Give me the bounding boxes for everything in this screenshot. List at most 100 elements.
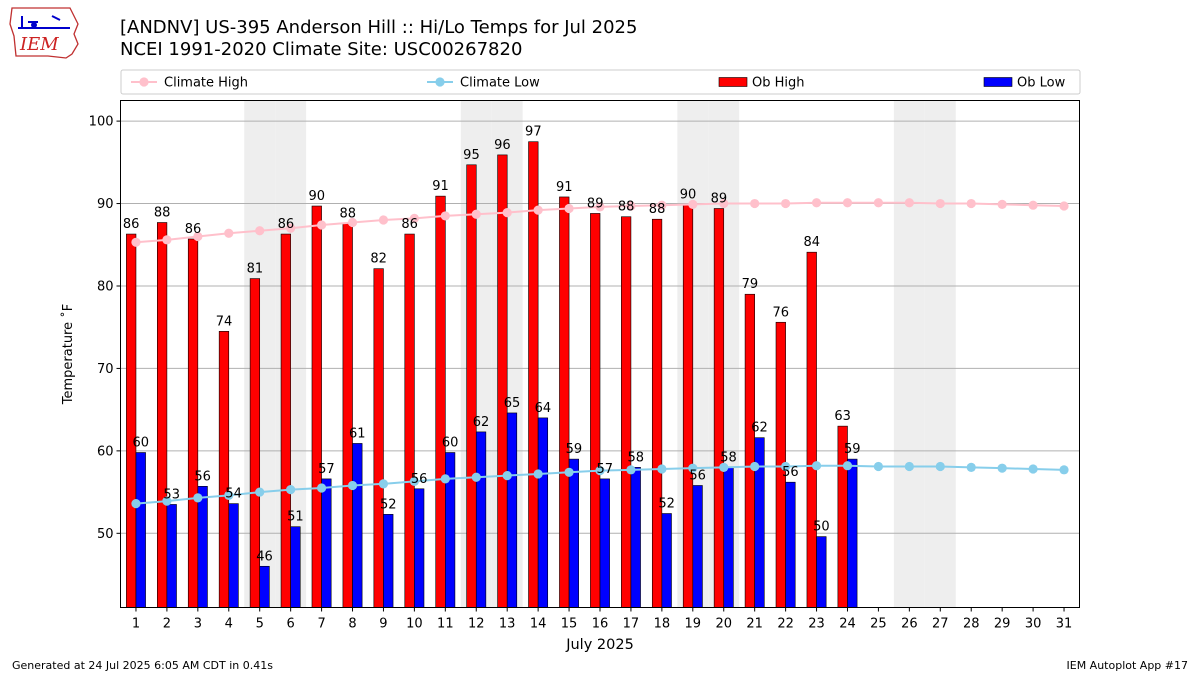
climate-high-point xyxy=(378,215,389,225)
ob-high-value-label: 89 xyxy=(587,196,604,211)
climate-low-point xyxy=(781,461,791,472)
y-axis-label: Temperature ˚F xyxy=(60,304,76,405)
ob-low-value-label: 56 xyxy=(782,465,799,480)
x-tick-label: 3 xyxy=(194,617,202,632)
climate-high-point xyxy=(471,209,481,219)
climate-high-point xyxy=(502,208,512,218)
ob-low-bar xyxy=(321,478,332,608)
x-tick-label: 16 xyxy=(592,617,609,632)
climate-low-point xyxy=(595,466,605,476)
climate-low-point xyxy=(935,461,945,472)
ob-low-bar xyxy=(692,485,703,608)
ob-low-bar xyxy=(383,514,394,608)
climate-high-point xyxy=(750,198,760,209)
ob-low-bar xyxy=(661,513,672,608)
x-tick-label: 8 xyxy=(348,617,356,632)
climate-low-point xyxy=(1059,465,1069,475)
x-tick-label: 15 xyxy=(561,617,578,632)
ob-low-value-label: 59 xyxy=(566,442,583,457)
ob-high-bar xyxy=(466,164,477,608)
ob-low-bar xyxy=(847,458,858,608)
climate-high-point xyxy=(131,237,141,247)
iem-logo-text: IEM xyxy=(19,34,59,55)
climate-low-point xyxy=(966,462,976,472)
ob-low-value-label: 61 xyxy=(349,426,366,441)
climate-high-point xyxy=(533,205,543,215)
climate-low-point xyxy=(316,483,327,493)
legend: Climate High Climate Low Ob High Ob Low xyxy=(120,69,1081,95)
ob-high-value-label: 88 xyxy=(339,206,356,221)
ob-low-bar xyxy=(537,417,549,608)
ob-high-value-label: 86 xyxy=(401,217,418,232)
legend-item-climate-high: Climate High xyxy=(131,76,248,91)
ob-high-bar xyxy=(651,218,663,608)
ob-low-value-label: 50 xyxy=(813,520,830,535)
ob-high-bar xyxy=(373,268,384,608)
climate-low-point xyxy=(1028,464,1038,474)
ob-high-bar xyxy=(435,195,446,608)
chart-title: [ANDNV] US-395 Anderson Hill :: Hi/Lo Te… xyxy=(120,17,638,38)
x-tick-label: 18 xyxy=(654,617,671,632)
climate-high-point xyxy=(842,198,853,208)
climate-high-point xyxy=(224,228,234,238)
ob-low-value-label: 64 xyxy=(535,401,552,416)
x-tick-label: 7 xyxy=(317,617,325,632)
climate-low-point xyxy=(471,472,481,482)
x-tick-label: 11 xyxy=(437,617,454,632)
ob-low-value-label: 46 xyxy=(256,549,273,564)
ob-low-bar xyxy=(475,431,487,608)
climate-low-point xyxy=(255,487,265,497)
ob-high-value-label: 89 xyxy=(711,191,728,206)
ob-high-value-label: 86 xyxy=(278,217,295,232)
x-tick-label: 9 xyxy=(379,617,387,632)
y-tick-label: 70 xyxy=(97,362,114,377)
climate-low-point xyxy=(533,469,543,479)
legend-label: Ob Low xyxy=(1017,76,1066,91)
ob-low-value-label: 62 xyxy=(473,415,490,430)
ob-low-bar xyxy=(259,565,270,608)
ob-high-value-label: 79 xyxy=(742,277,759,292)
ob-low-value-label: 58 xyxy=(720,450,737,465)
climate-high-point xyxy=(657,200,667,210)
x-tick-label: 21 xyxy=(746,617,763,632)
ob-low-bar xyxy=(630,467,641,608)
climate-low-point xyxy=(564,467,574,477)
ob-low-bar xyxy=(228,503,239,608)
ob-high-bar xyxy=(311,205,322,608)
ob-high-bar xyxy=(713,208,725,608)
x-tick-label: 31 xyxy=(1056,617,1073,632)
x-tick-label: 10 xyxy=(406,617,423,632)
ob-high-value-label: 95 xyxy=(463,148,480,163)
climate-high-point xyxy=(440,211,450,221)
ob-high-value-label: 84 xyxy=(803,235,820,250)
ob-high-value-label: 81 xyxy=(247,262,264,277)
climate-low-point xyxy=(440,474,450,484)
x-tick-label: 4 xyxy=(225,617,233,632)
ob-high-value-label: 90 xyxy=(309,189,326,204)
climate-high-point xyxy=(1028,200,1038,210)
ob-high-bar xyxy=(126,233,137,608)
climate-high-point xyxy=(904,198,914,208)
ob-low-bar xyxy=(723,467,734,608)
ob-high-bar xyxy=(559,196,570,608)
ob-high-value-label: 86 xyxy=(185,222,202,237)
ob-high-bar xyxy=(404,233,415,608)
climate-low-point xyxy=(719,462,729,472)
ob-low-value-label: 60 xyxy=(132,436,149,451)
ob-high-value-label: 88 xyxy=(618,200,635,215)
x-tick-label: 6 xyxy=(287,617,295,632)
ob-high-value-label: 63 xyxy=(834,409,851,424)
climate-low-point xyxy=(904,461,914,472)
legend-item-ob-high: Ob High xyxy=(718,76,805,91)
x-tick-label: 24 xyxy=(839,617,856,632)
climate-low-point xyxy=(502,470,512,481)
y-tick-label: 90 xyxy=(97,197,114,212)
climate-high-point xyxy=(873,198,884,208)
ob-high-bar xyxy=(280,233,291,608)
footer-app-id: IEM Autoplot App #17 xyxy=(1066,659,1189,672)
ob-low-value-label: 59 xyxy=(844,442,861,457)
ob-high-value-label: 82 xyxy=(370,252,387,267)
ob-high-value-label: 88 xyxy=(154,206,171,221)
